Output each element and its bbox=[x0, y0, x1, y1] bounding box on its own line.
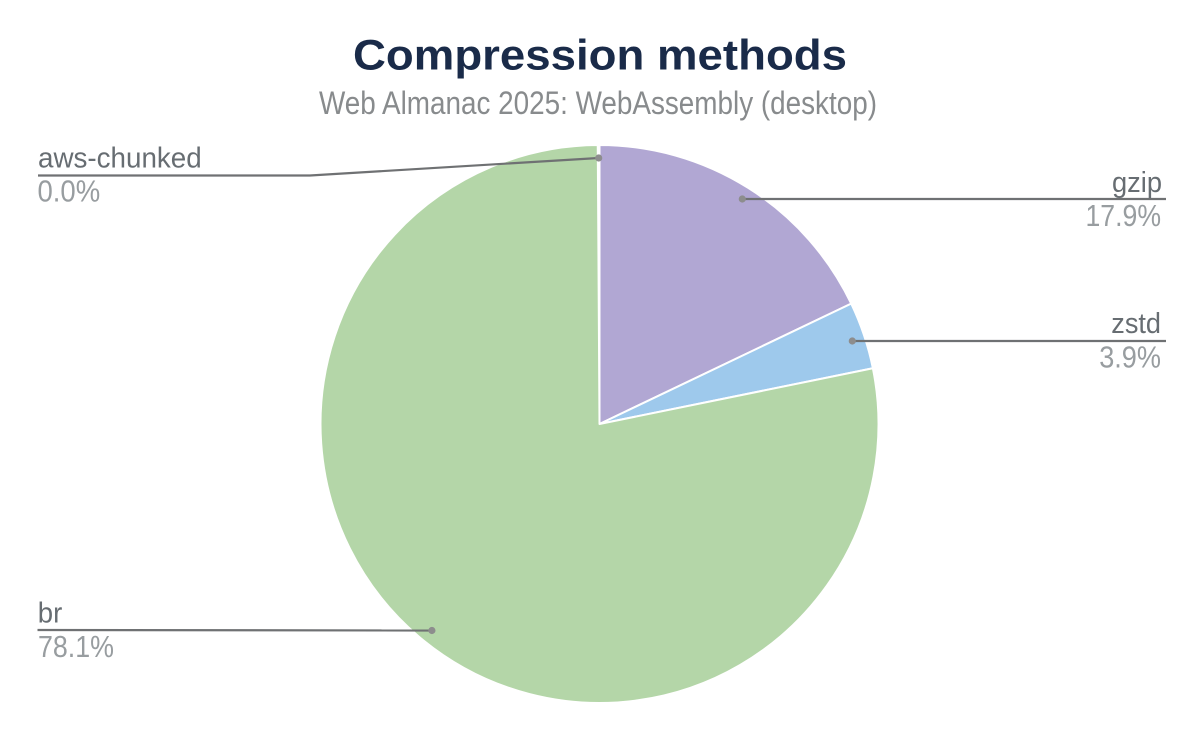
svg-text:Compression methods: Compression methods bbox=[353, 32, 847, 80]
svg-text:Web Almanac 2025: WebAssembly: Web Almanac 2025: WebAssembly (desktop) bbox=[319, 85, 877, 121]
svg-text:aws-chunked: aws-chunked bbox=[38, 143, 202, 175]
svg-text:zstd: zstd bbox=[1111, 308, 1161, 340]
svg-text:gzip: gzip bbox=[1112, 167, 1162, 199]
svg-text:17.9%: 17.9% bbox=[1086, 198, 1162, 233]
svg-text:br: br bbox=[38, 598, 63, 630]
svg-text:78.1%: 78.1% bbox=[38, 629, 114, 664]
svg-text:3.9%: 3.9% bbox=[1099, 339, 1161, 374]
svg-text:0.0%: 0.0% bbox=[38, 174, 101, 209]
